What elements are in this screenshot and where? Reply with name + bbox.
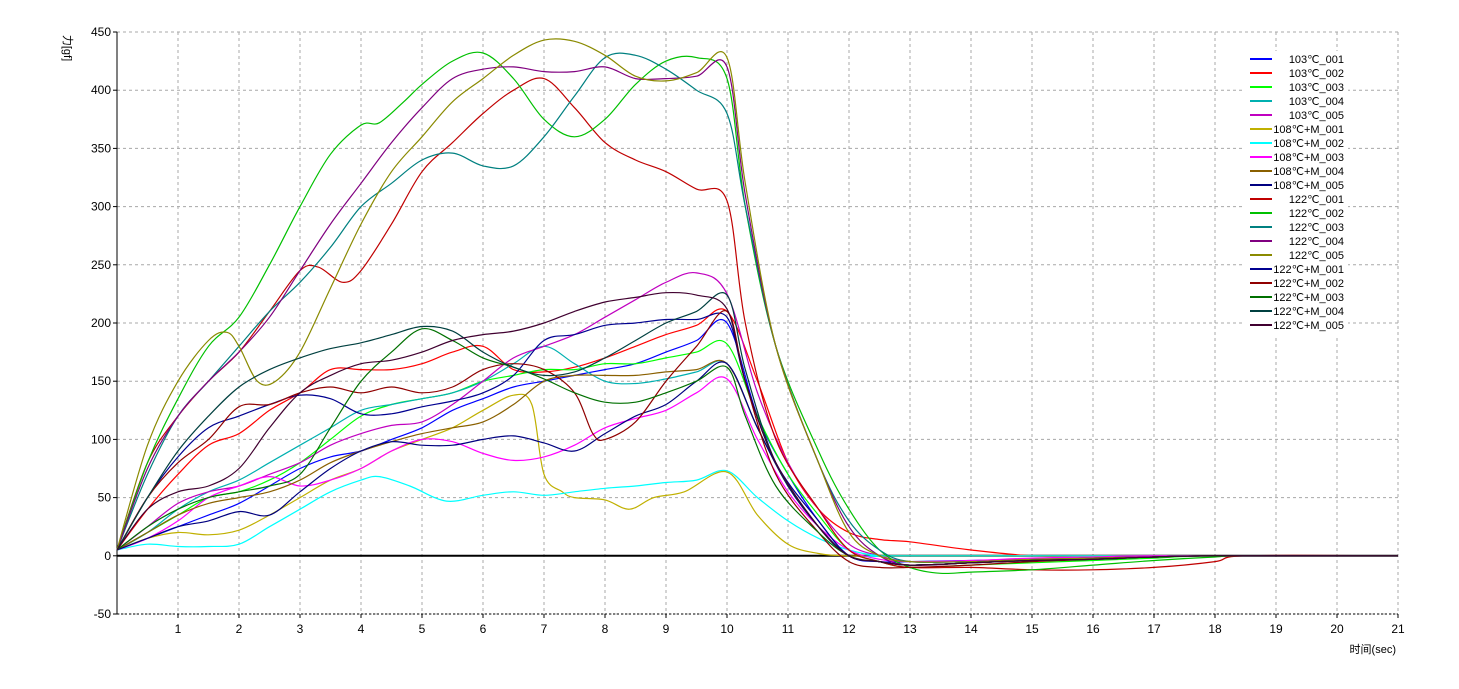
- legend-label: 103℃_003: [1289, 82, 1344, 94]
- series-line: [116, 310, 1399, 569]
- series-line: [116, 77, 1399, 571]
- x-tick-label: 8: [602, 622, 609, 636]
- x-tick-label: 2: [236, 622, 243, 636]
- y-tick-label: 0: [104, 549, 111, 563]
- legend-label: 122℃_001: [1289, 194, 1344, 206]
- y-tick-label: 350: [91, 141, 111, 155]
- y-tick-label: 200: [91, 316, 111, 330]
- y-tick-label: 400: [91, 83, 111, 97]
- series-lines: [116, 38, 1399, 575]
- legend-label: 122℃+M_003: [1273, 292, 1344, 304]
- x-tick-label: 14: [964, 622, 978, 636]
- y-tick-label: 150: [91, 374, 111, 388]
- legend-label: 122℃+M_004: [1273, 306, 1344, 318]
- x-tick-label: 16: [1086, 622, 1100, 636]
- legend-label: 108℃+M_002: [1273, 138, 1344, 150]
- x-tick-label: 3: [297, 622, 304, 636]
- legend-label: 122℃_004: [1289, 236, 1344, 248]
- y-tick-label: 450: [91, 25, 111, 39]
- x-tick-label: 20: [1330, 622, 1344, 636]
- x-tick-label: 15: [1025, 622, 1039, 636]
- series-line: [116, 376, 1399, 563]
- legend-label: 108℃+M_005: [1273, 180, 1344, 192]
- legend-label: 122℃+M_002: [1273, 278, 1344, 290]
- x-tick-label: 1: [175, 622, 182, 636]
- legend-box: [1244, 51, 1348, 337]
- x-tick-label: 18: [1208, 622, 1222, 636]
- x-axis-label: 时间(sec): [1350, 643, 1396, 656]
- legend: 103℃_001 103℃_002 103℃_003 103℃_004 103℃_005…: [1244, 51, 1348, 337]
- y-tick-label: 50: [98, 491, 112, 505]
- series-line: [116, 51, 1399, 575]
- legend-label: 103℃_004: [1289, 96, 1344, 108]
- y-tick-label: 250: [91, 258, 111, 272]
- x-tick-label: 11: [782, 622, 795, 636]
- series-line: [116, 38, 1399, 563]
- legend-label: 103℃_001: [1289, 54, 1344, 66]
- y-tick-label: -50: [94, 607, 112, 621]
- legend-label: 122℃_005: [1289, 250, 1344, 262]
- x-tick-label: 5: [419, 622, 426, 636]
- x-tick-label: 4: [358, 622, 365, 636]
- x-tick-label: 17: [1147, 622, 1161, 636]
- legend-label: 103℃_002: [1289, 68, 1344, 80]
- legend-label: 108℃+M_004: [1273, 166, 1344, 178]
- legend-label: 122℃+M_005: [1273, 320, 1344, 332]
- x-tick-label: 7: [541, 622, 548, 636]
- y-tick-label: 300: [91, 200, 111, 214]
- x-tick-label: 9: [663, 622, 670, 636]
- series-line: [116, 291, 1399, 566]
- legend-label: 108℃+M_001: [1273, 124, 1344, 136]
- x-tick-label: 6: [480, 622, 487, 636]
- legend-label: 122℃_003: [1289, 222, 1344, 234]
- x-tick-label: 12: [842, 622, 856, 636]
- legend-label: 108℃+M_003: [1273, 152, 1344, 164]
- legend-label: 122℃_002: [1289, 208, 1344, 220]
- y-tick-label: 100: [91, 432, 111, 446]
- x-tick-label: 21: [1391, 622, 1405, 636]
- x-tick-label: 13: [903, 622, 917, 636]
- legend-label: 103℃_005: [1289, 110, 1344, 122]
- x-tick-label: 19: [1269, 622, 1283, 636]
- legend-label: 122℃+M_001: [1273, 264, 1344, 276]
- x-tick-label: 10: [720, 622, 734, 636]
- y-axis-label: 力[gf]: [61, 35, 74, 61]
- series-line: [116, 308, 1398, 557]
